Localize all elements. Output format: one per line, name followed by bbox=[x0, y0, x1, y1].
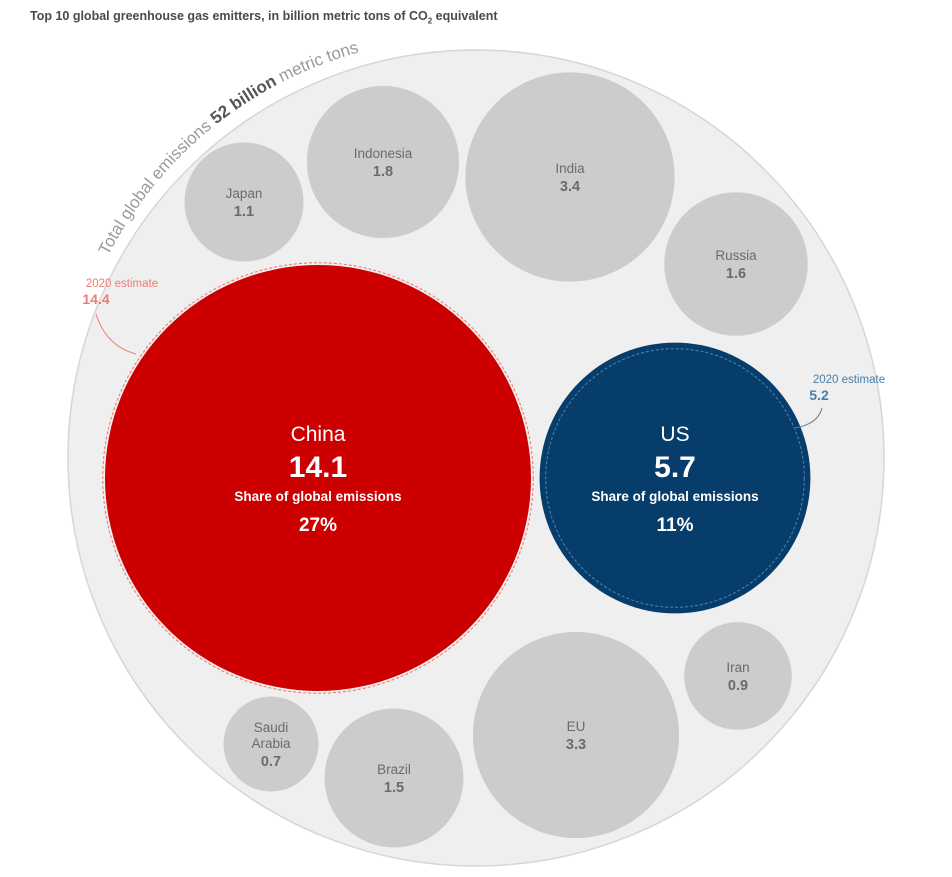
bubble-eu: EU 3.3 bbox=[472, 631, 680, 839]
bubble-share-label-us: Share of global emissions bbox=[591, 489, 758, 504]
bubble-circle-brazil bbox=[324, 708, 464, 848]
bubble-circle-us bbox=[539, 342, 811, 614]
bubble-china: China 14.1 Share of global emissions 27% 202… bbox=[82, 262, 534, 694]
bubble-label-saudi-arabia: Saudi bbox=[254, 720, 289, 735]
bubble-label-saudi-arabia: Arabia bbox=[251, 736, 291, 751]
estimate-value-us: 5.2 bbox=[809, 387, 829, 403]
bubble-label-eu: EU bbox=[567, 719, 586, 734]
bubble-circle-russia bbox=[664, 192, 808, 336]
bubble-share-us: 11% bbox=[657, 515, 694, 536]
bubble-circle-china bbox=[105, 265, 531, 691]
bubble-value-india: 3.4 bbox=[560, 179, 580, 195]
bubble-value-eu: 3.3 bbox=[566, 737, 586, 753]
bubble-value-japan: 1.1 bbox=[234, 204, 254, 220]
bubble-russia: Russia 1.6 bbox=[664, 192, 808, 336]
estimate-label-us: 2020 estimate bbox=[813, 374, 885, 386]
bubble-value-saudi-arabia: 0.7 bbox=[261, 754, 281, 770]
bubble-circle-eu bbox=[472, 631, 680, 839]
bubble-value-china: 14.1 bbox=[289, 451, 347, 484]
bubble-label-brazil: Brazil bbox=[377, 762, 411, 777]
bubble-value-iran: 0.9 bbox=[728, 678, 748, 694]
bubble-share-label-china: Share of global emissions bbox=[234, 489, 401, 504]
bubble-us: US 5.7 Share of global emissions 11% 2020 es… bbox=[539, 342, 885, 614]
bubble-circle-indonesia bbox=[306, 85, 460, 239]
estimate-ring-us bbox=[545, 348, 805, 608]
bubble-circle-india bbox=[465, 72, 675, 282]
bubble-japan: Japan 1.1 bbox=[184, 142, 304, 262]
bubble-label-china: China bbox=[291, 423, 346, 446]
bubble-brazil: Brazil 1.5 bbox=[324, 708, 464, 848]
estimate-label-china: 2020 estimate bbox=[86, 278, 158, 290]
bubble-share-china: 27% bbox=[299, 515, 337, 536]
bubble-value-us: 5.7 bbox=[654, 451, 696, 484]
bubble-circle-saudi-arabia bbox=[223, 696, 319, 792]
bubble-indonesia: Indonesia 1.8 bbox=[306, 85, 460, 239]
bubble-label-us: US bbox=[660, 423, 689, 446]
bubble-value-brazil: 1.5 bbox=[384, 780, 404, 796]
bubbles-layer: China 14.1 Share of global emissions 27% 202… bbox=[82, 72, 885, 848]
bubble-label-russia: Russia bbox=[715, 248, 757, 263]
estimate-leader-china bbox=[95, 313, 137, 355]
bubble-label-iran: Iran bbox=[726, 660, 749, 675]
bubble-circle-iran bbox=[684, 622, 792, 730]
bubble-label-india: India bbox=[555, 161, 585, 176]
bubble-label-indonesia: Indonesia bbox=[354, 146, 413, 161]
chart-title: Top 10 global greenhouse gas emitters, i… bbox=[30, 9, 498, 26]
bubble-circle-japan bbox=[184, 142, 304, 262]
estimate-leader-us bbox=[794, 407, 823, 429]
estimate-value-china: 14.4 bbox=[82, 291, 109, 307]
bubble-india: India 3.4 bbox=[465, 72, 675, 282]
estimate-ring-china bbox=[102, 262, 534, 694]
bubble-value-indonesia: 1.8 bbox=[373, 164, 393, 180]
bubble-label-japan: Japan bbox=[226, 186, 263, 201]
bubble-iran: Iran 0.9 bbox=[684, 622, 792, 730]
bubble-value-russia: 1.6 bbox=[726, 266, 746, 282]
